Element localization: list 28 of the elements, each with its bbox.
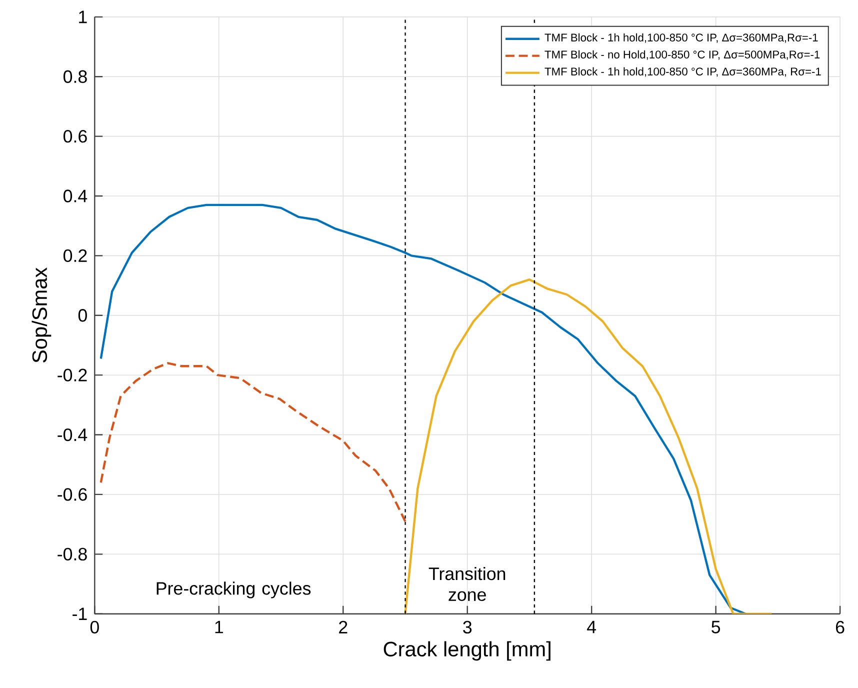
x-tick-label: 6 [836,621,844,634]
y-axis-title: Sop/Smax [32,268,52,363]
y-tick-label: 0 [78,309,87,322]
x-tick-label: 0 [90,621,99,634]
y-tick-label: 0.6 [64,130,87,143]
annotation: Pre-cracking cycles [156,582,311,599]
y-tick-label: 0.4 [64,190,88,203]
y-tick-label: 0.8 [64,70,87,84]
x-tick-label: 5 [712,621,720,634]
x-tick-label: 1 [215,621,223,634]
legend-label: TMF Block - 1h hold,100-850 °C IP, Δσ=360MPa, Rσ=-1 [544,68,821,78]
line-series [100,362,406,523]
y-tick-label: 0.2 [64,250,87,262]
y-tick-label: -0.6 [58,488,87,502]
y-tick-label: -0.8 [58,548,87,561]
y-tick-label: -1 [72,608,87,620]
annotation: Transition zone [428,567,506,602]
x-axis-title: Crack length [mm] [384,641,550,661]
y-tick-label: 1 [79,10,87,24]
y-tick-label: -0.4 [58,428,88,442]
line-series [404,278,773,614]
x-tick-label: 3 [463,621,472,634]
x-tick-label: 2 [339,621,348,634]
y-tick-label: -0.2 [58,368,87,382]
x-tick-label: 4 [587,621,596,634]
legend-label: TMF Block - 1h hold,100-850 °C IP, Δσ=360MPa,Rσ=-1 [544,34,818,44]
legend-label: TMF Block - no Hold,100-850 °C IP, Δσ=500MPa,Rσ=-1 [544,50,820,60]
line-series [100,204,747,614]
